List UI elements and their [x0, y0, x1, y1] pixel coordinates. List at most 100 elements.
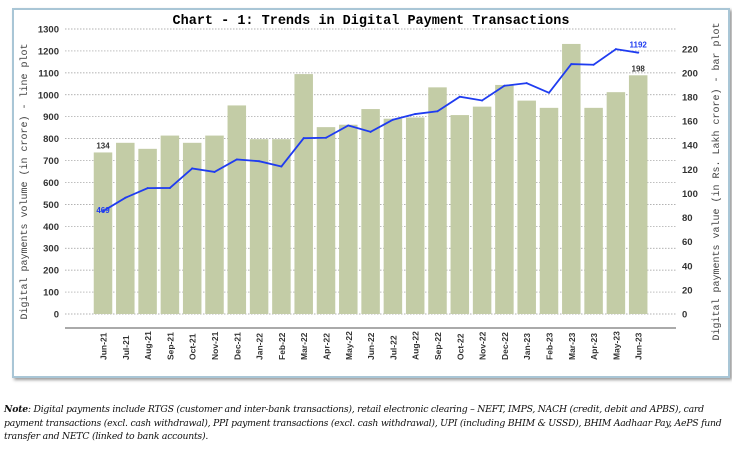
x-tick-label: Aug-21: [143, 331, 153, 360]
x-tick-label: Mar-22: [299, 332, 309, 360]
left-tick-label: 800: [43, 134, 59, 145]
x-tick-label: Oct-21: [188, 333, 198, 360]
bar-Nov-21: [205, 135, 224, 314]
bar-Nov-22: [472, 106, 492, 315]
x-tick-label: Nov-22: [478, 331, 488, 360]
line-data-label: 1192: [630, 41, 648, 50]
line-point-Jun-22: [369, 130, 372, 133]
bar-Apr-23: [584, 107, 603, 314]
bar-Aug-22: [405, 117, 425, 315]
x-tick-label: Jul-21: [121, 335, 131, 360]
left-tick-label: 1300: [38, 25, 59, 36]
x-tick-label: Jun-22: [366, 332, 376, 360]
line-point-Mar-22: [302, 137, 305, 140]
bar-data-label: 134: [96, 141, 110, 150]
line-data-label: 469: [96, 206, 110, 215]
bar-Jun-22: [361, 109, 380, 315]
bar-Jun-21: [93, 152, 113, 314]
x-tick-label: Sep-21: [165, 332, 175, 360]
left-tick-label: 1200: [38, 46, 59, 57]
left-axis-title: Digital payments volume (in crore) - lin…: [19, 43, 31, 319]
bar-Jul-21: [116, 142, 135, 314]
right-tick-label: 220: [682, 44, 698, 55]
bar-Oct-21: [182, 142, 202, 314]
line-point-Oct-21: [191, 167, 194, 170]
line-point-Apr-23: [592, 63, 595, 66]
note-text: : Digital payments include RTGS (custome…: [4, 404, 722, 442]
x-tick-label: Dec-21: [232, 332, 242, 360]
bar-May-23: [606, 92, 626, 314]
chart: Chart - 1: Trends in Digital Payment Tra…: [19, 14, 723, 360]
x-tick-label: Nov-21: [210, 331, 220, 360]
right-tick-label: 80: [682, 213, 693, 224]
line-point-Jan-23: [525, 82, 528, 85]
chart-container: Chart - 1: Trends in Digital Payment Tra…: [12, 8, 730, 378]
left-tick-label: 300: [43, 244, 59, 255]
bar-Jan-22: [249, 139, 269, 314]
left-tick-label: 0: [54, 310, 59, 321]
line-point-Dec-22: [503, 84, 506, 87]
chart-title: Chart - 1: Trends in Digital Payment Tra…: [173, 14, 570, 29]
bar-Aug-21: [138, 148, 157, 314]
right-tick-label: 60: [682, 237, 693, 248]
line-point-Nov-22: [481, 99, 484, 102]
x-tick-label: Jan-23: [522, 333, 532, 360]
bar-data-label: 198: [632, 64, 646, 73]
x-tick-label: May-23: [611, 331, 621, 360]
bar-Sep-22: [428, 87, 447, 314]
line-point-Jun-23: [637, 51, 640, 54]
right-axis-title: Digital payments value (in Rs. Lakh cror…: [711, 22, 723, 340]
left-tick-label: 500: [43, 200, 59, 211]
bar-Mar-22: [294, 74, 313, 314]
bar-Mar-23: [562, 43, 581, 314]
right-tick-label: 180: [682, 92, 698, 103]
right-tick-label: 120: [682, 165, 698, 176]
line-point-Oct-22: [458, 95, 461, 98]
bar-Feb-22: [272, 139, 291, 314]
x-tick-label: Feb-23: [545, 332, 555, 360]
right-tick-label: 160: [682, 117, 698, 128]
x-tick-label: May-22: [344, 331, 354, 360]
left-tick-label: 200: [43, 266, 59, 277]
line-point-Feb-22: [280, 165, 283, 168]
bar-Sep-21: [160, 135, 180, 314]
left-tick-label: 1000: [38, 90, 59, 101]
line-point-May-22: [347, 124, 350, 127]
note-label: Note: [4, 404, 28, 415]
bar-Jun-23: [628, 75, 648, 314]
line-point-Feb-23: [548, 91, 550, 94]
line-point-May-23: [614, 48, 617, 51]
bar-Jan-23: [517, 100, 536, 315]
right-tick-label: 140: [682, 141, 698, 152]
right-tick-label: 0: [682, 310, 687, 321]
line-point-Jul-22: [391, 118, 394, 121]
left-tick-label: 900: [43, 112, 59, 123]
left-tick-label: 1100: [38, 68, 59, 79]
line-point-Aug-21: [146, 187, 149, 190]
right-tick-label: 40: [682, 261, 693, 272]
x-tick-label: Dec-22: [500, 332, 510, 360]
line-point-Mar-23: [570, 63, 573, 66]
x-tick-label: Jul-22: [388, 335, 398, 360]
left-tick-label: 700: [43, 156, 59, 167]
line-point-Jul-21: [124, 196, 127, 199]
chart-note: Note: Digital payments include RTGS (cus…: [4, 403, 730, 444]
right-tick-label: 100: [682, 189, 698, 200]
left-tick-label: 100: [43, 288, 59, 299]
x-tick-label: Jun-21: [99, 332, 109, 360]
bar-Dec-21: [227, 105, 247, 314]
left-tick-label: 400: [43, 222, 59, 233]
x-tick-label: Oct-22: [455, 333, 465, 360]
x-tick-label: Apr-23: [589, 333, 599, 360]
line-point-Aug-22: [414, 113, 417, 116]
x-tick-label: Mar-23: [567, 332, 577, 360]
line-point-Dec-21: [235, 158, 238, 161]
bar-Apr-22: [316, 127, 336, 314]
x-tick-label: Apr-22: [322, 333, 332, 360]
line-point-Jun-21: [102, 210, 104, 213]
x-tick-label: Feb-22: [277, 332, 287, 360]
bar-Dec-22: [495, 84, 514, 314]
x-tick-label: Sep-22: [433, 332, 443, 360]
x-tick-label: Jan-22: [255, 333, 265, 360]
right-tick-label: 20: [682, 285, 693, 296]
